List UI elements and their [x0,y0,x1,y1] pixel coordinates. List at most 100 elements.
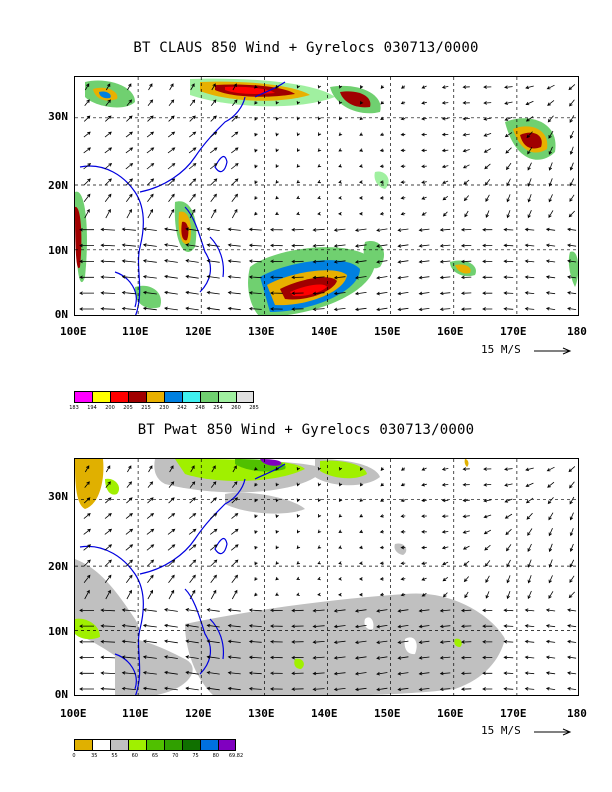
wind-vector [312,624,325,629]
wind-vector [379,164,384,169]
wind-vector [210,208,217,219]
wind-vector [188,544,197,551]
wind-vector [275,211,279,215]
wind-vector [338,180,343,184]
wind-vector [460,275,472,280]
wind-vector [548,559,553,568]
wind-vector [125,131,133,138]
wind-vector [275,100,279,105]
wind-vector [548,130,554,139]
wind-vector [169,465,174,473]
wind-vector [126,115,133,122]
wind-vector [317,576,321,581]
panel2-colorbar-labels: 0 35 55 60 65 70 75 80 69.82 [72,753,264,761]
wind-vector [231,481,238,488]
wind-vector [231,147,239,154]
wind-vector [254,148,258,153]
wind-vector [248,624,262,628]
wind-vector [400,101,406,105]
wind-vector [146,131,155,138]
wind-vector [79,307,94,311]
wind-vector [567,307,577,311]
wind-vector [185,274,199,279]
wind-vector [400,132,406,137]
wind-vector [568,466,576,473]
wind-vector [211,465,216,473]
wind-vector [83,178,91,186]
colorbar-swatch [92,739,110,751]
panel2-xtick-4: 140E [311,707,338,720]
wind-vector [185,259,199,263]
wind-vector [354,244,367,248]
wind-vector [567,687,577,691]
wind-vector [231,589,238,600]
wind-vector [463,195,470,202]
wind-vector [210,193,217,202]
wind-vector [525,100,534,106]
wind-vector [439,259,451,264]
wind-vector [546,466,555,472]
wind-vector [254,132,258,137]
wind-vector [275,466,279,471]
wind-vector [418,608,430,613]
panel1-xtick-0: 100E [60,325,87,338]
wind-vector [358,196,363,200]
wind-vector [333,687,346,692]
wind-vector [524,671,535,675]
wind-vector [441,530,449,534]
wind-vector [275,84,279,89]
panel1-grid [75,77,578,315]
wind-vector [503,639,514,644]
wind-vector [126,497,133,504]
wind-vector [400,514,406,518]
wind-vector [142,671,157,675]
wind-vector [142,306,157,311]
panel2-map [74,458,579,696]
wind-vector [401,467,406,471]
wind-vector [206,639,220,644]
wind-vector [483,133,492,137]
wind-vector [503,624,514,628]
wind-vector [442,592,448,598]
colorbar-label: 80 [212,753,219,759]
wind-vector [210,481,217,488]
wind-vector [121,655,136,659]
wind-vector [105,497,112,504]
wind-vector [248,671,262,675]
wind-vector [297,529,301,534]
wind-vector [291,259,304,264]
wind-vector [270,671,283,676]
wind-vector [421,164,427,169]
panel2-wind-vectors [79,465,577,692]
wind-vector [121,686,136,691]
colorbar-swatch [164,739,182,751]
wind-vector [146,544,155,551]
wind-vector [338,498,343,502]
wind-vector [227,259,241,263]
colorbar-label: 260 [231,405,241,411]
wind-vector [227,227,241,232]
wind-vector [441,467,449,471]
wind-vector [185,243,199,247]
wind-vector [230,162,239,170]
wind-vector [185,655,199,659]
colorbar-label: 65 [151,753,159,759]
wind-vector [397,291,409,296]
wind-vector [146,178,155,186]
wind-vector [270,259,283,264]
wind-vector [359,132,364,136]
wind-vector [379,180,384,184]
wind-vector [525,482,534,487]
wind-vector [79,671,94,676]
wind-vector [421,593,427,597]
panel1-xtick-2: 120E [185,325,212,338]
wind-vector [547,100,555,106]
wind-vector [339,482,343,487]
wind-vector [483,101,492,105]
wind-vector [227,639,241,644]
wind-vector [209,147,218,154]
wind-vector [483,483,492,487]
wind-vector [275,132,279,137]
wind-vector [482,275,493,280]
wind-vector [400,180,406,184]
